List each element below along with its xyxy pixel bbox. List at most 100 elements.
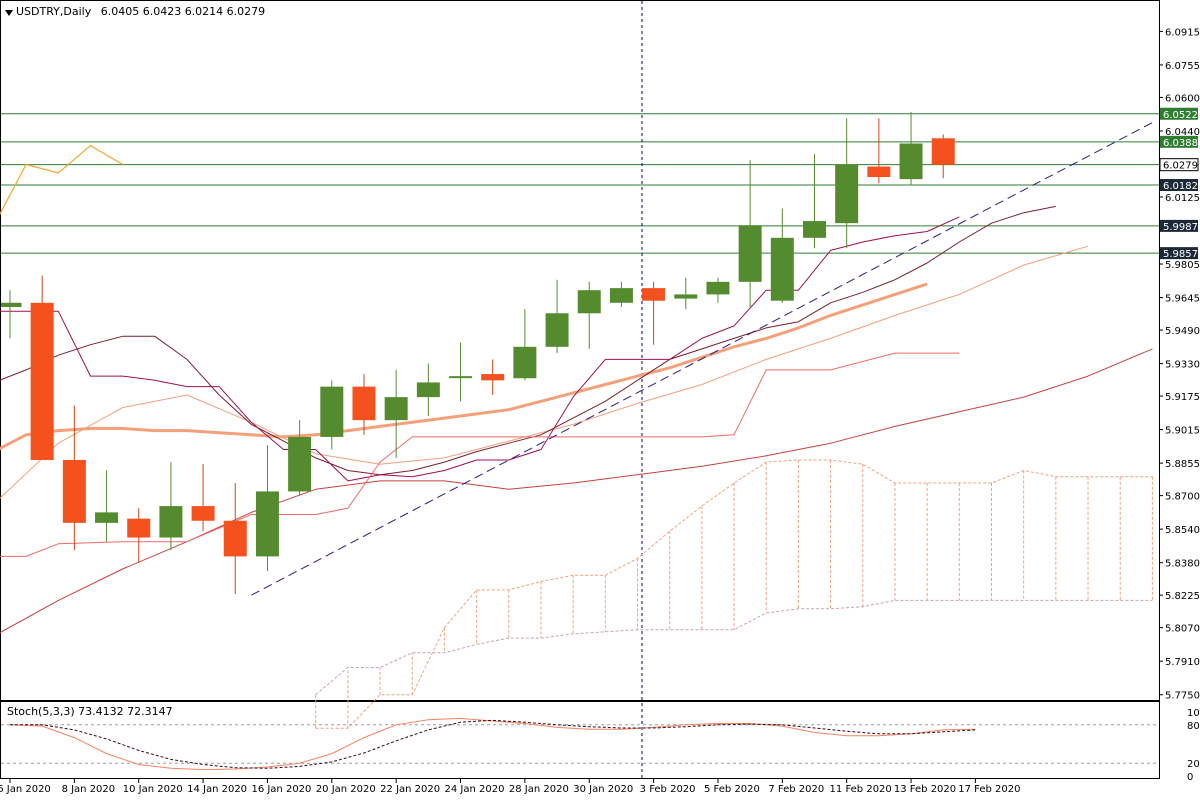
price-badge-bg xyxy=(1160,179,1198,192)
candle-body xyxy=(159,506,183,538)
y-tick-label: 6.0915 xyxy=(1165,27,1200,38)
bull-candle xyxy=(835,118,859,249)
indicator-line xyxy=(0,216,960,482)
candle-body xyxy=(706,281,730,295)
levels-layer xyxy=(1,1,1159,780)
x-tick-label: 8 Jan 2020 xyxy=(62,784,116,795)
x-tick-label: 13 Feb 2020 xyxy=(894,784,956,795)
candle-body xyxy=(931,138,955,165)
x-tick-label: 5 Feb 2020 xyxy=(704,784,760,795)
indicator-line xyxy=(0,282,928,451)
bull-candle xyxy=(738,160,762,307)
y-tick-label: 6.0440 xyxy=(1165,127,1200,138)
indicator-lines xyxy=(0,122,1153,634)
bear-candle xyxy=(352,374,376,435)
price-badge: 5.9987 xyxy=(1160,219,1198,233)
y-axis: 6.0915 6.0755 6.0600 6.0440 6.0125 5.9805 5.96… xyxy=(1159,27,1200,702)
ichimoku-cloud xyxy=(315,459,1153,729)
y-tick-label: 5.8380 xyxy=(1165,559,1200,570)
y-tick-label: 5.9175 xyxy=(1165,392,1200,403)
bull-candle xyxy=(899,112,923,186)
bear-candle xyxy=(223,483,247,595)
bull-candle xyxy=(545,279,569,354)
bull-candle xyxy=(513,309,537,381)
candle-body xyxy=(1,302,22,307)
candle-body xyxy=(62,459,86,523)
bear-candle xyxy=(931,134,955,179)
chart-title: USDTRY,Daily 6.0405 6.0423 6.0214 6.0279 xyxy=(16,5,265,18)
y-tick-label: 5.9490 xyxy=(1165,326,1200,337)
bull-candle xyxy=(416,363,440,416)
price-badge-label: 6.0522 xyxy=(1163,110,1198,121)
candle-body xyxy=(545,313,569,347)
bear-candle xyxy=(127,508,151,563)
bull-candle xyxy=(706,277,730,303)
ohlc-readout: 6.0405 6.0423 6.0214 6.0279 xyxy=(101,5,265,18)
x-tick-label: 30 Jan 2020 xyxy=(573,784,633,795)
y-tick-label: 5.8540 xyxy=(1165,525,1200,536)
price-badge-label: 5.9857 xyxy=(1163,249,1198,260)
x-tick-label: 7 Feb 2020 xyxy=(768,784,824,795)
price-badge-label: 6.0279 xyxy=(1163,161,1198,172)
bear-candle xyxy=(191,464,215,532)
x-tick-label: 14 Jan 2020 xyxy=(187,784,247,795)
stoch-tick-label: 100 xyxy=(1187,708,1200,719)
price-badge-label: 5.9987 xyxy=(1163,222,1198,233)
x-tick-label: 3 Feb 2020 xyxy=(640,784,696,795)
x-tick-label: 6 Jan 2020 xyxy=(0,784,51,795)
candle-body xyxy=(674,294,698,299)
price-badge: 6.0182 xyxy=(1160,179,1198,192)
candle-body xyxy=(449,376,473,379)
candle-body xyxy=(95,512,119,523)
bull-candle xyxy=(159,462,183,551)
candle-body xyxy=(577,290,601,314)
candle-body xyxy=(288,436,312,492)
bull-candle xyxy=(255,445,279,572)
bull-candle xyxy=(577,281,601,349)
y-tick-label: 5.8855 xyxy=(1165,459,1200,470)
bull-candle xyxy=(674,277,698,310)
candle-body xyxy=(899,143,923,180)
candle-body xyxy=(320,386,344,437)
candle-body xyxy=(609,288,633,303)
candle-body xyxy=(770,237,794,301)
price-badge-bg xyxy=(1159,158,1199,172)
bear-candle xyxy=(30,275,54,460)
candle-body xyxy=(416,382,440,398)
candle-body xyxy=(127,518,151,538)
price-badge: 6.0388 xyxy=(1160,135,1198,149)
price-badge-label: 6.0182 xyxy=(1163,181,1198,192)
y-tick-label: 5.8700 xyxy=(1165,492,1200,503)
candle-body xyxy=(30,302,54,460)
bear-candle xyxy=(481,359,505,396)
stoch-tick-label: 80 xyxy=(1187,721,1200,732)
cloud-top-line xyxy=(315,459,1153,729)
stochastic-frame xyxy=(0,701,1160,779)
bull-candle xyxy=(320,380,344,450)
candle-body xyxy=(481,374,505,381)
x-tick-label: 16 Jan 2020 xyxy=(251,784,311,795)
bull-candle xyxy=(1,290,22,339)
candle-body xyxy=(352,386,376,421)
y-tick-label: 5.9330 xyxy=(1165,360,1200,371)
x-tick-label: 10 Jan 2020 xyxy=(123,784,183,795)
price-badge: 6.0522 xyxy=(1160,107,1198,121)
y-tick-label: 5.9805 xyxy=(1165,260,1200,271)
candle-body xyxy=(513,346,537,379)
x-tick-label: 24 Jan 2020 xyxy=(445,784,505,795)
bull-candle xyxy=(95,470,119,542)
y-tick-label: 5.7910 xyxy=(1165,657,1200,668)
collapse-arrow-icon[interactable] xyxy=(5,10,13,16)
candle-body xyxy=(835,164,859,224)
y-tick-label: 6.0125 xyxy=(1165,193,1200,204)
main-plot-frame xyxy=(0,0,1160,701)
y-tick-label: 5.9015 xyxy=(1165,426,1200,437)
y-tick-label: 5.7750 xyxy=(1165,691,1200,702)
cloud-bottom-line xyxy=(315,599,1153,696)
candle-body xyxy=(803,221,826,238)
indicator-line xyxy=(0,145,123,216)
bull-candle xyxy=(288,420,312,496)
candle-body xyxy=(223,520,247,557)
bull-candle xyxy=(449,342,473,402)
